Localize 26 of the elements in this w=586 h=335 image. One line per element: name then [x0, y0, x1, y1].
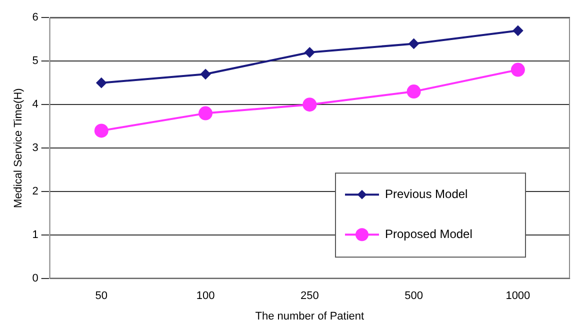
point: [406, 84, 421, 99]
y-axis-title: Medical Service Time(H): [12, 88, 25, 208]
x-tick-label: 1000: [506, 290, 530, 302]
x-tick-label: 500: [404, 290, 423, 302]
point: [302, 98, 317, 112]
point: [408, 38, 419, 49]
point: [510, 62, 525, 77]
point: [94, 124, 108, 138]
x-tick-label: 100: [196, 290, 215, 302]
y-tick-label: 4: [32, 98, 38, 111]
point: [512, 26, 523, 36]
x-tick-label: 250: [300, 290, 319, 302]
legend-label: Proposed Model: [385, 226, 472, 241]
y-tick-label: 1: [32, 229, 38, 242]
x-tick-label: 50: [95, 290, 108, 302]
point: [304, 47, 315, 58]
legend-label: Previous Model: [385, 186, 468, 201]
y-tick-label: 3: [32, 142, 38, 154]
point: [200, 69, 211, 80]
y-tick-label: 6: [32, 12, 38, 24]
point: [96, 78, 106, 88]
y-tick-label: 0: [32, 272, 38, 285]
y-tick-label: 2: [32, 186, 38, 198]
y-tick-label: 5: [32, 55, 38, 68]
point: [198, 106, 213, 120]
x-axis-title: The number of Patient: [255, 310, 364, 322]
